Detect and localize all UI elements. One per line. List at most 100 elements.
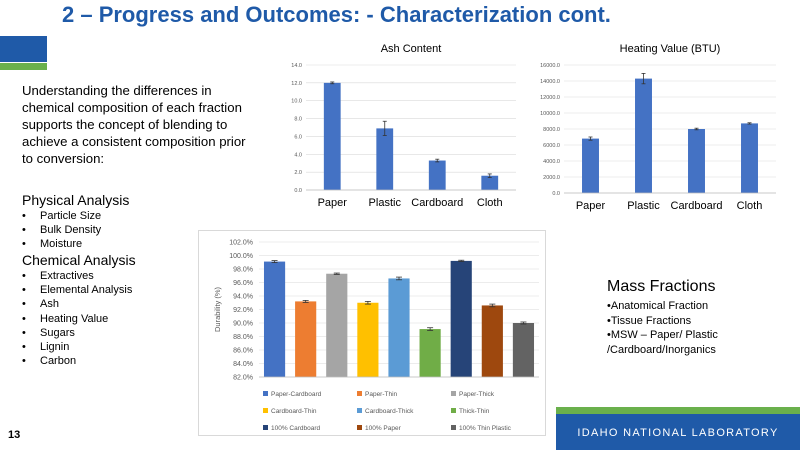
category-label: Plastic <box>369 197 402 209</box>
category-label: Cardboard <box>411 197 463 209</box>
legend-swatch <box>263 425 268 430</box>
y-tick-label: 8000.0 <box>543 127 560 133</box>
category-label: Plastic <box>627 200 660 212</box>
organization-name: IDAHO NATIONAL LABORATORY <box>577 427 779 439</box>
y-tick-label: 4.0 <box>294 152 302 158</box>
bar <box>741 123 758 193</box>
physical-item: Moisture <box>22 237 192 251</box>
y-tick-label: 96.0% <box>233 280 253 287</box>
mass-fraction-line: •Anatomical Fraction <box>607 300 709 312</box>
chemical-item: Elemental Analysis <box>22 283 192 297</box>
y-axis-label: Durability (%) <box>213 286 222 332</box>
bar <box>582 138 599 193</box>
physical-analysis-heading: Physical Analysis <box>22 192 130 208</box>
category-label: Cardboard <box>671 200 723 212</box>
legend-swatch <box>263 408 268 413</box>
bar <box>357 302 379 377</box>
bar <box>295 301 317 377</box>
chemical-item: Extractives <box>22 269 192 283</box>
bar <box>481 305 503 377</box>
y-tick-label: 6000.0 <box>543 143 560 149</box>
bar <box>512 323 535 377</box>
y-tick-label: 92.0% <box>233 307 253 314</box>
chemical-item: Sugars <box>22 326 192 340</box>
bar <box>323 82 341 190</box>
category-label: Paper <box>318 197 348 209</box>
chemical-item: Ash <box>22 297 192 311</box>
legend-swatch <box>357 391 362 396</box>
footer-green-stripe <box>556 407 800 414</box>
legend-label: Paper-Thick <box>459 391 495 398</box>
y-tick-label: 6.0 <box>294 134 302 140</box>
y-tick-label: 16000.0 <box>540 63 560 69</box>
intro-paragraph: Understanding the differences in chemica… <box>22 83 246 166</box>
legend-label: 100% Cardboard <box>271 425 321 432</box>
y-tick-label: 14.0 <box>291 63 302 69</box>
durability-chart-frame: 82.0% 84.0% 86.0% 88.0% 90.0% 92.0% 94.0% 96.0%… <box>198 230 546 436</box>
bar <box>428 160 446 190</box>
bar <box>388 278 410 377</box>
chemical-analysis-section: Chemical Analysis Extractives Elemental … <box>22 252 192 369</box>
physical-item: Bulk Density <box>22 223 192 237</box>
mass-fractions-section: Mass Fractions •Anatomical Fraction •Tis… <box>607 277 797 357</box>
category-label: Cloth <box>737 200 763 212</box>
mass-fraction-line: /Cardboard/Inorganics <box>607 343 716 356</box>
bar <box>263 261 286 377</box>
chemical-item: Carbon <box>22 354 192 368</box>
physical-analysis-section: Physical Analysis Particle Size Bulk Den… <box>22 192 192 252</box>
ash-content-chart: Ash Content 0.0 2.0 4.0 6.0 8.0 10.0 12.0 14.0 Pa… <box>291 43 516 209</box>
legend-swatch <box>451 425 456 430</box>
y-tick-label: 8.0 <box>294 117 302 123</box>
chemical-analysis-heading: Chemical Analysis <box>22 252 136 268</box>
y-tick-label: 12000.0 <box>540 95 560 101</box>
y-tick-label: 98.0% <box>233 267 253 274</box>
legend-swatch <box>357 425 362 430</box>
chart-title: Heating Value (BTU) <box>620 43 721 55</box>
mass-fraction-line: •MSW – Paper/ Plastic <box>607 329 718 341</box>
legend-swatch <box>263 391 268 396</box>
y-tick-label: 86.0% <box>233 348 253 355</box>
bar <box>326 273 348 377</box>
footer-brand-bar <box>556 414 800 450</box>
y-tick-label: 4000.0 <box>543 159 560 165</box>
durability-chart: 82.0% 84.0% 86.0% 88.0% 90.0% 92.0% 94.0% 96.0%… <box>213 240 539 432</box>
category-label: Paper <box>576 200 606 212</box>
y-tick-label: 82.0% <box>233 375 253 382</box>
bar <box>481 175 499 190</box>
legend-label: 100% Paper <box>365 425 402 432</box>
y-tick-label: 90.0% <box>233 321 253 328</box>
chemical-item: Heating Value <box>22 312 192 326</box>
legend-swatch <box>451 408 456 413</box>
mass-fraction-line: •Tissue Fractions <box>607 314 692 327</box>
title-accent-green-bar <box>0 63 47 70</box>
category-label: Cloth <box>477 197 503 209</box>
y-tick-label: 100.0% <box>229 253 253 260</box>
mass-fractions-heading: Mass Fractions <box>607 278 716 295</box>
bar <box>419 329 441 377</box>
legend-swatch <box>451 391 456 396</box>
legend-label: Cardboard-Thin <box>271 408 317 415</box>
legend-label: Cardboard-Thick <box>365 408 414 415</box>
bar <box>635 78 652 193</box>
y-tick-label: 94.0% <box>233 294 253 301</box>
slide-title: 2 – Progress and Outcomes: - Characteriz… <box>62 2 611 27</box>
chemical-item: Lignin <box>22 340 192 354</box>
y-tick-label: 2000.0 <box>543 175 560 181</box>
y-tick-label: 0.0 <box>552 191 560 197</box>
y-tick-label: 14000.0 <box>540 79 560 85</box>
y-tick-label: 88.0% <box>233 334 253 341</box>
legend-label: Paper-Thin <box>365 391 398 398</box>
title-accent-blue-bar <box>0 36 47 62</box>
y-tick-label: 102.0% <box>229 240 253 247</box>
bar <box>688 129 705 193</box>
bar <box>376 128 394 190</box>
bar <box>450 260 472 377</box>
legend-label: Thick-Thin <box>459 408 490 415</box>
legend-swatch <box>357 408 362 413</box>
y-tick-label: 12.0 <box>291 81 302 87</box>
heating-value-chart: Heating Value (BTU) 0.0 2000.0 4000.0 6000.0… <box>540 43 776 212</box>
y-tick-label: 84.0% <box>233 361 253 368</box>
y-tick-label: 2.0 <box>294 170 302 176</box>
legend-label: 100% Thin Plastic <box>459 425 512 432</box>
legend-label: Paper-Cardboard <box>271 391 322 398</box>
